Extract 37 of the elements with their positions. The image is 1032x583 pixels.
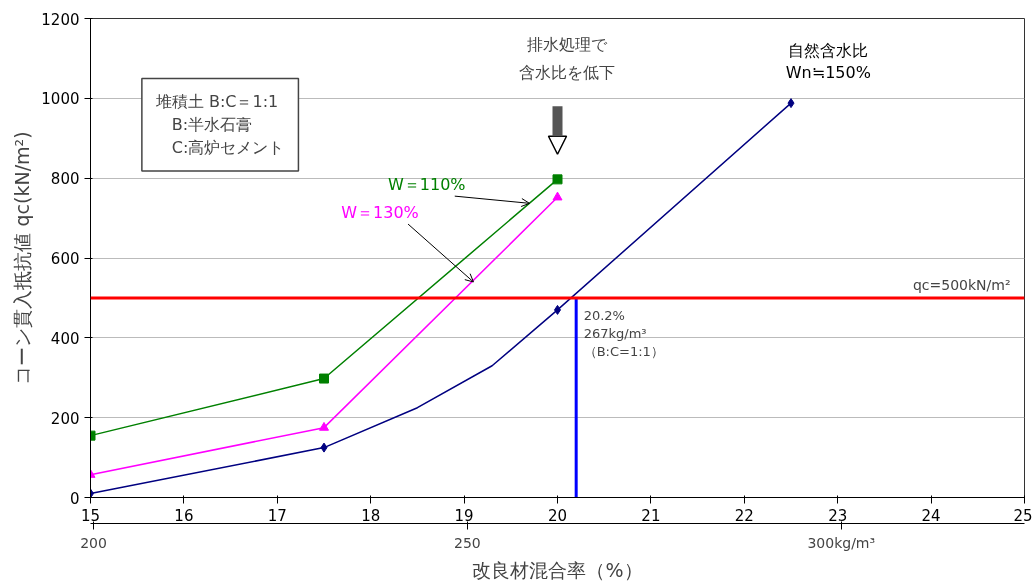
ref-line-label: qc=500kN/m² xyxy=(912,277,1011,294)
y-tick-label: 1000 xyxy=(41,90,80,109)
text: W＝130% xyxy=(341,203,419,223)
y-tick-label: 400 xyxy=(50,329,80,348)
y-axis-title: コーン貫入抵抗値 qc(kN/m²) xyxy=(11,131,34,385)
point xyxy=(552,191,563,201)
x-tick-label: 22 xyxy=(734,506,754,525)
point xyxy=(787,98,795,109)
x-tick-label: 24 xyxy=(921,506,941,525)
text: W＝110% xyxy=(387,175,466,195)
point xyxy=(552,174,563,185)
x-tick-label: 20 xyxy=(547,506,568,525)
y-tick-label: 0 xyxy=(69,489,80,508)
x-tick-label: 15 xyxy=(80,506,101,525)
x-tick-label: 19 xyxy=(454,506,474,525)
y-tick-label: 1200 xyxy=(41,10,80,29)
x2-tick-label: 200 xyxy=(80,534,107,551)
point xyxy=(320,442,328,453)
series-label: 自然含水比 Wn≒150% xyxy=(785,40,871,83)
y-tick-label: 600 xyxy=(50,250,80,268)
x-axis-title: 改良材混合率（%） xyxy=(472,558,643,581)
x-tick-label: 21 xyxy=(641,506,661,525)
x-tick-label: 25 xyxy=(1013,506,1032,525)
x2-tick-label: 300kg/m³ xyxy=(807,534,876,551)
x-tick-label: 16 xyxy=(174,506,194,525)
x2-tick-label: 250 xyxy=(454,534,481,551)
x-tick-label: 23 xyxy=(828,506,848,525)
annotation: 堆積土 B:C＝1:1 B:半水石膏 C:高炉セメント xyxy=(154,92,285,157)
y-tick-label: 200 xyxy=(50,409,80,428)
point xyxy=(319,421,329,431)
annotation: 排水処理で xyxy=(526,35,608,55)
point xyxy=(319,373,329,384)
annotation: 含水比を低下 xyxy=(518,63,615,83)
ref-line-label: 20.2% 267kg/m³ （B:C=1:1） xyxy=(583,307,664,359)
x-tick-label: 18 xyxy=(361,506,381,525)
y-tick-label: 800 xyxy=(50,170,80,189)
x-tick-label: 17 xyxy=(267,506,287,525)
